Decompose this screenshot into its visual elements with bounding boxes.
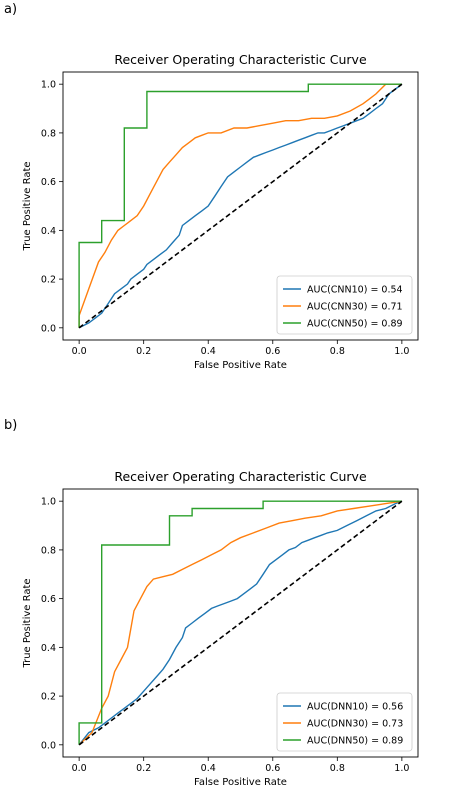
chance-diagonal-line bbox=[78, 83, 403, 329]
x-tick-label: 0.8 bbox=[330, 346, 345, 357]
x-tick-label: 0.4 bbox=[201, 763, 216, 774]
chance-diagonal-line bbox=[78, 500, 403, 746]
x-tick-label: 1.0 bbox=[394, 346, 409, 357]
y-tick-label: 0.8 bbox=[41, 128, 56, 139]
legend-entry: AUC(DNN10) = 0.56 bbox=[307, 702, 403, 713]
y-tick-label: 0.6 bbox=[41, 594, 56, 605]
panel-label-a: a) bbox=[4, 2, 18, 17]
x-tick-label: 0.0 bbox=[72, 346, 87, 357]
legend-entry: AUC(CNN10) = 0.54 bbox=[307, 285, 403, 296]
roc-curve-series-3 bbox=[78, 83, 402, 328]
x-tick-label: 0.4 bbox=[201, 346, 216, 357]
x-tick-label: 0.0 bbox=[72, 763, 87, 774]
y-tick-label: 0.2 bbox=[41, 275, 56, 286]
legend-entry: AUC(CNN50) = 0.89 bbox=[307, 319, 403, 330]
roc-curve-series-1 bbox=[78, 500, 403, 746]
x-tick-label: 0.8 bbox=[330, 763, 345, 774]
legend-box bbox=[276, 275, 413, 335]
x-tick-label: 0.2 bbox=[136, 346, 151, 357]
legend-entry: AUC(DNN30) = 0.73 bbox=[307, 719, 403, 730]
roc-chart-a: Receiver Operating Characteristic Curve 0… bbox=[22, 52, 419, 371]
x-tick-label: 0.2 bbox=[136, 763, 151, 774]
axes-frame bbox=[62, 71, 419, 341]
chart-title: Receiver Operating Characteristic Curve bbox=[114, 469, 367, 484]
y-tick-label: 0.8 bbox=[41, 545, 56, 556]
y-axis-label: True Positive Rate bbox=[22, 578, 33, 668]
panel-label-b: b) bbox=[4, 418, 18, 433]
roc-curve-series-2 bbox=[78, 83, 402, 328]
y-axis-label: True Positive Rate bbox=[22, 161, 33, 251]
x-axis-label: False Positive Rate bbox=[194, 360, 287, 371]
chart-title: Receiver Operating Characteristic Curve bbox=[114, 52, 367, 67]
roc-curve-series-3 bbox=[78, 500, 402, 745]
axes-frame bbox=[62, 488, 419, 758]
y-tick-label: 0.0 bbox=[41, 740, 56, 751]
x-tick-label: 0.6 bbox=[265, 763, 280, 774]
roc-curve-series-1 bbox=[78, 83, 403, 329]
y-tick-label: 0.2 bbox=[41, 692, 56, 703]
x-axis-label: False Positive Rate bbox=[194, 777, 287, 788]
y-tick-label: 0.0 bbox=[41, 323, 56, 334]
legend-entry: AUC(CNN30) = 0.71 bbox=[307, 302, 403, 313]
y-tick-label: 0.4 bbox=[41, 643, 56, 654]
x-tick-label: 0.6 bbox=[265, 346, 280, 357]
roc-curve-series-2 bbox=[78, 500, 403, 746]
y-tick-label: 1.0 bbox=[41, 497, 56, 508]
x-tick-label: 1.0 bbox=[394, 763, 409, 774]
y-tick-label: 1.0 bbox=[41, 80, 56, 91]
roc-chart-b: Receiver Operating Characteristic Curve 0… bbox=[22, 469, 419, 788]
legend-box bbox=[276, 692, 413, 752]
y-tick-label: 0.4 bbox=[41, 226, 56, 237]
y-tick-label: 0.6 bbox=[41, 177, 56, 188]
legend-entry: AUC(DNN50) = 0.89 bbox=[307, 736, 403, 747]
